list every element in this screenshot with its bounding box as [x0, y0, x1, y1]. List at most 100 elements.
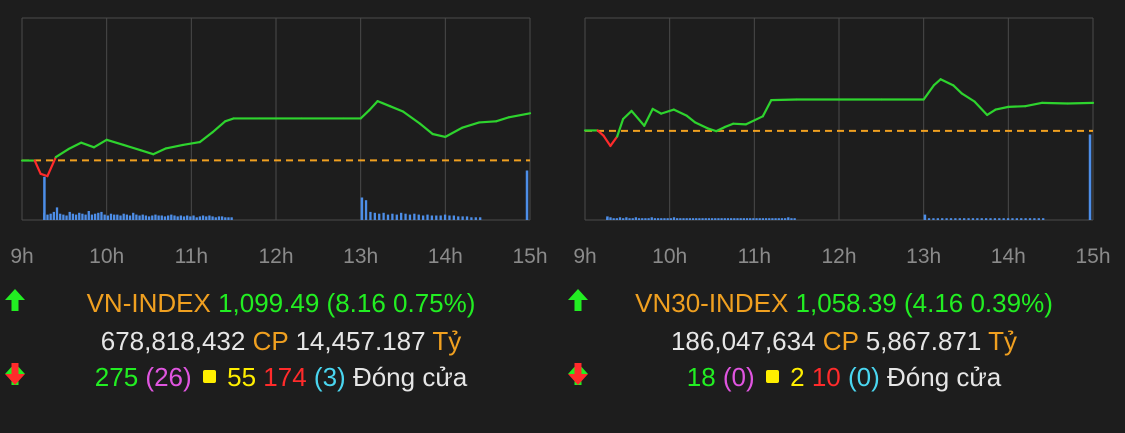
volume-bar — [1088, 134, 1092, 220]
volume-bar — [941, 218, 944, 220]
index-value: 1,058.39 — [795, 288, 897, 318]
volume-bar — [691, 218, 695, 220]
volume-bar — [682, 218, 685, 220]
volume-bar — [217, 216, 221, 220]
volume-bar — [679, 218, 682, 220]
price-line-segment — [431, 132, 447, 138]
volume-bar — [125, 214, 129, 220]
volume-bar — [179, 215, 182, 220]
volume-bar — [220, 216, 224, 220]
x-tick-label: 15h — [512, 245, 547, 268]
volume-bar — [660, 218, 663, 220]
x-tick-label: 12h — [821, 245, 856, 268]
vnindex-volume-line: 678,818,432 CP 14,457.187 Tỷ — [0, 326, 562, 357]
volume-bar — [714, 218, 717, 220]
volume-bar — [452, 215, 456, 220]
vnindex-panel: 9h 10h 11h 12h 13h 14h 15h VN-INDEX 1,099.49 (… — [0, 0, 562, 433]
volume-bar — [84, 214, 87, 220]
volume-bar — [1006, 218, 1010, 220]
volume-bar — [417, 214, 420, 220]
price-line-segment — [418, 122, 434, 136]
volume-bar — [758, 218, 761, 220]
floor-count: (0) — [848, 362, 880, 392]
volume-bar — [755, 218, 758, 220]
volume-bar — [71, 213, 75, 220]
volume-bar — [720, 218, 723, 220]
volume-bar — [606, 216, 609, 220]
volume-bar — [474, 217, 477, 220]
volume-bar — [707, 218, 711, 220]
volume-bar — [1042, 218, 1045, 220]
volume-bar — [182, 216, 186, 220]
index-change: (8.16 0.75%) — [326, 288, 476, 318]
price-line-segment — [224, 117, 235, 123]
volume-bar — [413, 213, 416, 220]
cp-label: CP — [822, 326, 859, 356]
price-line-segment — [715, 125, 726, 133]
amount-value: 14,457.187 — [295, 326, 426, 356]
volume-bar — [672, 217, 676, 220]
volume-bar — [733, 218, 736, 220]
volume-value: 678,818,432 — [100, 326, 246, 356]
vn30-panel: 9h 10h 11h 12h 13h 14h 15h VN30-INDEX 1,058.39… — [563, 0, 1125, 433]
volume-bar — [426, 214, 429, 220]
volume-bar — [170, 214, 173, 220]
price-line-segment — [495, 116, 510, 123]
volume-bar — [386, 214, 390, 220]
volume-bar — [783, 218, 787, 220]
price-line-segment — [139, 149, 155, 156]
vn30-breadth-line: 18 (0) 2 10 (0) Đóng cửa — [563, 362, 1125, 393]
volume-bar — [151, 215, 154, 220]
vn30-volume-line: 186,047,634 CP 5,867.871 Tỷ — [563, 326, 1125, 357]
volume-bar — [932, 218, 935, 220]
volume-bar — [364, 200, 368, 220]
volume-bar — [189, 216, 192, 220]
floor-count: (3) — [313, 362, 346, 392]
volume-bar — [97, 212, 100, 220]
volume-bar — [984, 218, 988, 220]
price-line-segment — [1066, 101, 1095, 105]
price-line-segment — [596, 129, 605, 137]
volume-bar — [742, 218, 745, 220]
volume-bar — [980, 218, 983, 220]
price-line-segment — [932, 78, 942, 87]
price-line-segment — [164, 143, 184, 150]
volume-bar — [669, 218, 672, 220]
volume-bar — [790, 218, 793, 220]
volume-bar — [989, 218, 992, 220]
cp-label: CP — [252, 326, 289, 356]
advances-count: 275 — [94, 362, 139, 392]
x-tick-label: 9h — [10, 245, 33, 268]
price-line-segment — [660, 108, 676, 115]
price-line-segment — [92, 138, 108, 149]
volume-bar — [55, 207, 59, 220]
volume-bar — [373, 212, 376, 220]
volume-bar — [74, 214, 78, 220]
volume-bar — [109, 213, 113, 220]
volume-bar — [688, 218, 692, 220]
volume-bar — [698, 218, 701, 220]
volume-bar — [479, 217, 482, 220]
volume-bar — [166, 215, 170, 220]
x-tick-label: 10h — [652, 245, 687, 268]
price-line-segment — [507, 112, 532, 119]
volume-bar — [470, 217, 473, 220]
volume-bar — [963, 218, 966, 220]
volume-bar — [634, 217, 638, 220]
volume-bar — [360, 197, 364, 220]
price-line-segment — [478, 120, 498, 124]
volume-bar — [214, 217, 217, 220]
volume-bar — [650, 217, 653, 220]
market-status: Đóng cửa — [352, 362, 468, 392]
price-line-segment — [198, 131, 214, 144]
index-value: 1,099.49 — [218, 288, 320, 318]
volume-bar — [93, 213, 97, 220]
volume-bar — [157, 215, 160, 220]
volume-bar — [622, 218, 625, 220]
arrow-down-icon — [5, 363, 25, 385]
index-change: (4.16 0.39%) — [903, 288, 1053, 318]
price-line-segment — [1024, 101, 1044, 108]
x-tick-label: 10h — [89, 245, 124, 268]
volume-bar — [408, 214, 412, 220]
volume-bar — [752, 218, 755, 220]
